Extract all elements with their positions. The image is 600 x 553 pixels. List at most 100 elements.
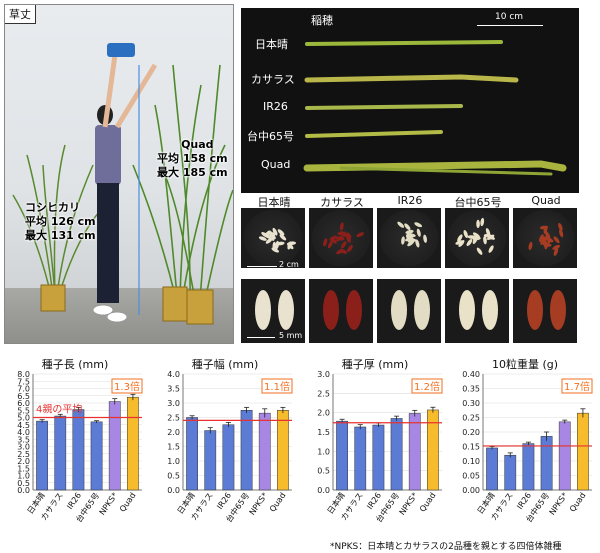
- y-tick-label: 0.40: [462, 370, 480, 379]
- y-tick-label: 5.5: [17, 406, 30, 415]
- seed-grain: [552, 244, 560, 250]
- y-tick-label: 0.25: [462, 414, 480, 423]
- seed-grain: [272, 227, 278, 236]
- closeup-bg-1: [309, 279, 373, 343]
- panicle-name-1: カサラス: [251, 73, 295, 86]
- seed-grain: [553, 236, 560, 244]
- plant-illustration: [12, 43, 233, 325]
- seed-grain: [480, 217, 485, 227]
- y-tick-label: 3.0: [167, 399, 180, 408]
- bar-2: [372, 424, 385, 491]
- seed-closeup-left: [255, 290, 271, 330]
- y-tick-label: 8.0: [17, 370, 30, 379]
- y-tick-label: 1.5: [17, 464, 30, 473]
- x-tick-label: IR26: [365, 491, 383, 511]
- bar-4: [558, 421, 571, 491]
- parent-average-annotation: 4親の平均: [36, 403, 82, 416]
- y-tick-label: 7.0: [17, 385, 30, 394]
- seed-grain: [416, 228, 421, 237]
- koshihikari-max: 最大 131 cm: [25, 229, 96, 242]
- seed-grain: [539, 225, 549, 230]
- x-tick-label: Quad: [418, 491, 438, 514]
- closeup-seed-grains: [255, 290, 566, 330]
- quad-height-info: Quad 平均 158 cm 最大 185 cm: [157, 138, 228, 180]
- seed-grain: [356, 232, 365, 238]
- seed-grain: [277, 229, 285, 236]
- bar-3: [240, 410, 253, 491]
- bar-3: [90, 421, 103, 491]
- seed-grain: [339, 222, 344, 231]
- seed-grain: [414, 222, 423, 228]
- bar-2: [522, 443, 535, 491]
- bar-1: [54, 415, 67, 491]
- seed-closeup-left: [391, 290, 407, 330]
- koshihikari-height-info: コシヒカリ 平均 126 cm 最大 131 cm: [25, 201, 96, 243]
- x-tick-label: NPKS*: [98, 491, 120, 517]
- seed-scale-bar-top: [247, 266, 277, 267]
- seed-grain: [401, 236, 405, 245]
- y-tick-label: 0.5: [167, 472, 180, 481]
- seed-grain: [485, 228, 491, 237]
- seed-grain: [483, 235, 487, 245]
- seed-closeup-right: [346, 290, 362, 330]
- bar-4: [108, 401, 121, 491]
- seed-scale-bottom: 5 mm: [279, 331, 303, 340]
- seed-closeup-right: [414, 290, 430, 330]
- y-tick-label: 5.0: [17, 414, 30, 423]
- seed-grain: [264, 230, 271, 237]
- seed-scale-bar-bottom: [247, 337, 275, 338]
- y-tick-label: 0.0: [17, 486, 30, 495]
- chart-title-0: 種子長 (mm): [41, 358, 109, 371]
- seed-grain: [404, 223, 411, 231]
- x-tick-label: NPKS*: [248, 491, 270, 517]
- footnote: *NPKS：日本晴とカサラスの2品種を親とする四倍体雑種: [330, 542, 562, 552]
- ratio-label: 1.1倍: [264, 380, 290, 393]
- y-tick-label: 0.5: [317, 467, 330, 476]
- y-tick-label: 3.0: [317, 370, 330, 379]
- seed-grain: [559, 229, 564, 238]
- seed-grain: [472, 232, 481, 239]
- seed-title-4: Quad: [531, 194, 561, 207]
- seed-grain: [539, 234, 544, 243]
- y-tick-label: 4.5: [17, 421, 30, 430]
- seed-title-2: IR26: [397, 194, 423, 207]
- y-tick-label: 0.5: [17, 479, 30, 488]
- seed-grain: [330, 237, 337, 244]
- y-tick-label: 6.0: [17, 399, 30, 408]
- seed-grain: [347, 244, 353, 253]
- seed-title-3: 台中65号: [454, 196, 502, 209]
- bar-1: [354, 426, 367, 491]
- chart-title-3: 10粒重量 (g): [491, 358, 559, 371]
- closeup-bg-2: [377, 279, 441, 343]
- x-tick-label: Quad: [118, 491, 138, 514]
- quad-max: 最大 185 cm: [157, 166, 228, 179]
- ratio-label: 1.3倍: [114, 380, 140, 393]
- y-tick-label: 3.5: [167, 385, 180, 394]
- panicle-panel: 稲穂 10 cm 日本晴 カサラス IR26 台中65号 Quad: [241, 8, 579, 196]
- y-tick-label: 1.0: [17, 472, 30, 481]
- dish-seed-grains: [258, 217, 564, 256]
- seed-grain: [265, 237, 273, 244]
- bar-5: [127, 396, 139, 491]
- y-tick-label: 2.0: [317, 409, 330, 418]
- seed-grain: [463, 230, 468, 239]
- panicle-scale-bar: [477, 25, 543, 26]
- bar-3: [540, 436, 553, 491]
- bar-0: [186, 417, 198, 491]
- seed-grain: [336, 249, 344, 255]
- seed-grain: [476, 247, 483, 255]
- seed-grain: [467, 235, 476, 239]
- seed-grain: [407, 234, 412, 243]
- seed-title-1: カサラス: [320, 196, 364, 209]
- y-tick-label: 2.0: [167, 428, 180, 437]
- x-tick-label: NPKS*: [398, 491, 420, 517]
- seed-dishes: 2 cm: [241, 208, 579, 276]
- y-tick-label: 1.0: [167, 457, 180, 466]
- seed-title-0: 日本晴: [257, 196, 291, 209]
- seed-grain: [323, 238, 328, 247]
- seed-closeup-left: [323, 290, 339, 330]
- y-tick-label: 2.5: [167, 414, 180, 423]
- chart-title-1: 種子幅 (mm): [191, 358, 259, 371]
